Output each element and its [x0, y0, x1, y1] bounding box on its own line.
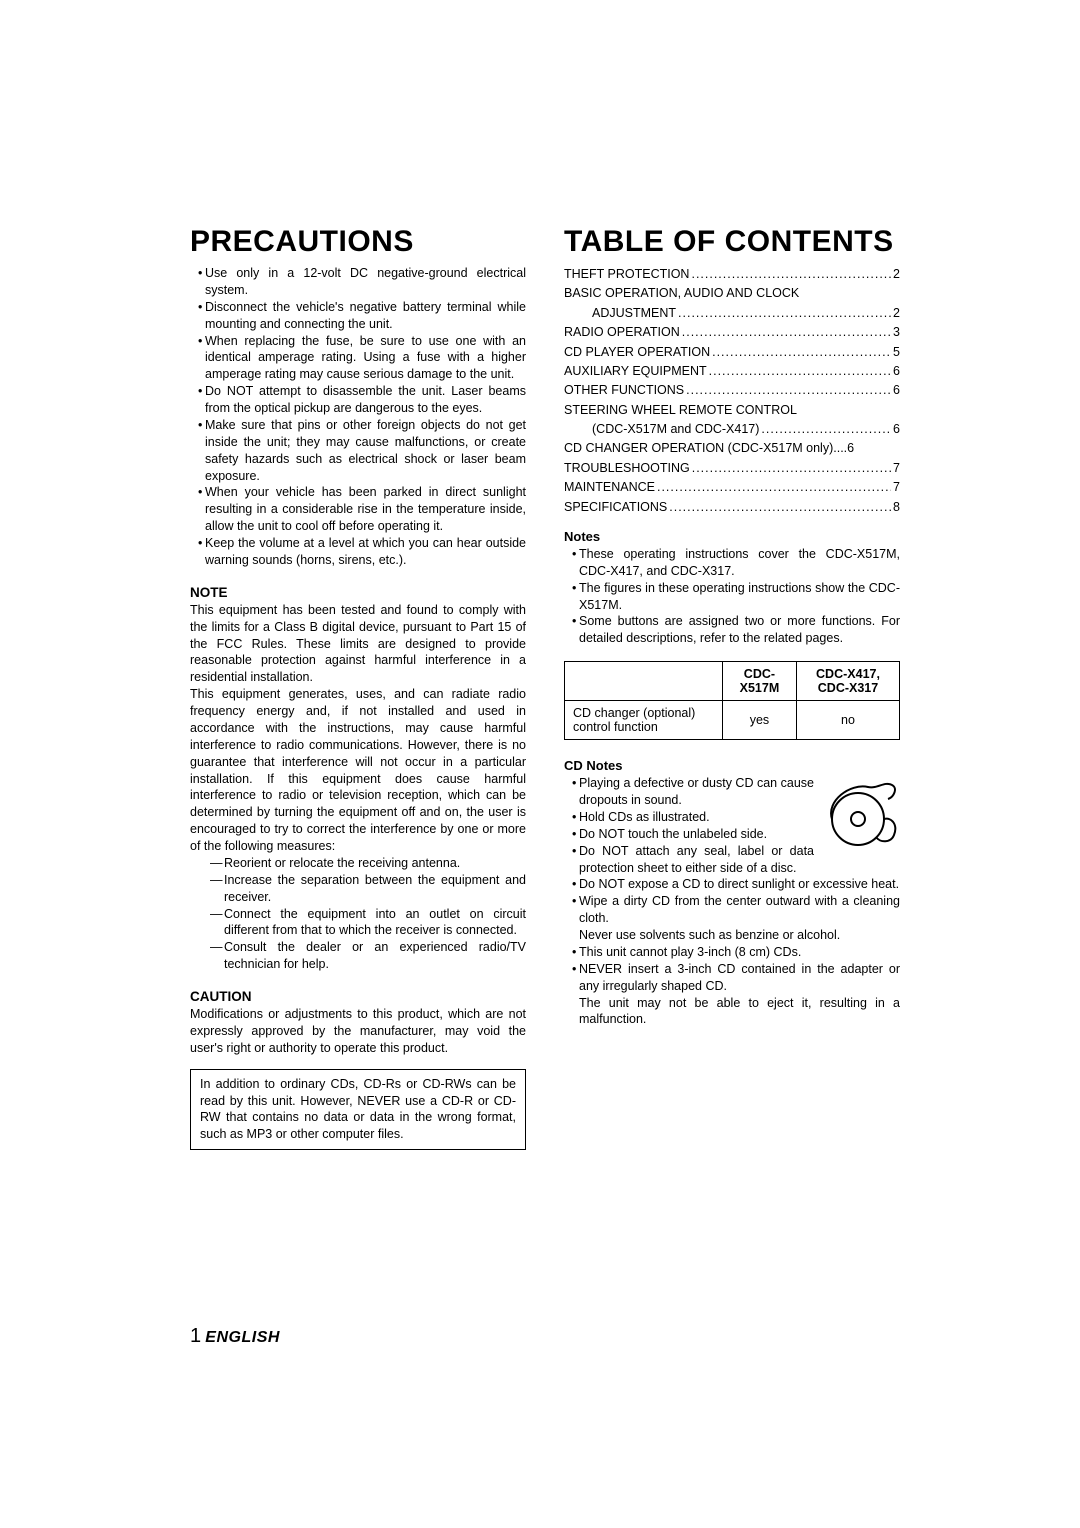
toc-label: (CDC-X517M and CDC-X417)	[592, 420, 759, 439]
toc-entry: TROUBLESHOOTING 7	[564, 459, 900, 478]
precautions-list: Use only in a 12-volt DC negative-ground…	[190, 265, 526, 569]
toc-entry: CD CHANGER OPERATION (CDC-X517M only) ..…	[564, 439, 900, 458]
toc-column: TABLE OF CONTENTS THEFT PROTECTION 2 BASIC…	[564, 225, 900, 1150]
toc-entry: SPECIFICATIONS 8	[564, 498, 900, 517]
notes-heading: Notes	[564, 529, 900, 544]
toc-label: TROUBLESHOOTING	[564, 459, 690, 478]
precautions-column: PRECAUTIONS Use only in a 12-volt DC neg…	[190, 225, 526, 1150]
note-heading: NOTE	[190, 585, 526, 600]
cd-note-item: Hold CDs as illustrated.	[572, 809, 900, 826]
caution-text: Modifications or adjustments to this pro…	[190, 1006, 526, 1057]
table-col1-header: CDC-X517M	[722, 662, 796, 701]
cd-continuation-1: Never use solvents such as benzine or al…	[564, 927, 900, 944]
cd-notes-heading: CD Notes	[564, 758, 900, 773]
cd-format-warning-box: In addition to ordinary CDs, CD-Rs or CD…	[190, 1069, 526, 1151]
toc-entry: (CDC-X517M and CDC-X417) 6	[564, 420, 900, 439]
toc-entry: MAINTENANCE 7	[564, 478, 900, 497]
precaution-item: Disconnect the vehicle's negative batter…	[198, 299, 526, 333]
note-item: The figures in these operating instructi…	[572, 580, 900, 614]
toc-page: 7	[893, 459, 900, 478]
toc-page: 6	[893, 420, 900, 439]
cd-notes-list-2: This unit cannot play 3-inch (8 cm) CDs.…	[564, 944, 900, 995]
toc-entry: CD PLAYER OPERATION 5	[564, 343, 900, 362]
table-of-contents: THEFT PROTECTION 2 BASIC OPERATION, AUDIO …	[564, 265, 900, 517]
toc-label: AUXILIARY EQUIPMENT	[564, 362, 707, 381]
toc-entry: THEFT PROTECTION 2	[564, 265, 900, 284]
toc-entry: BASIC OPERATION, AUDIO AND CLOCK	[564, 284, 900, 303]
toc-page: 3	[893, 323, 900, 342]
toc-page: 2	[893, 304, 900, 323]
toc-label: ADJUSTMENT	[592, 304, 676, 323]
page-footer: 1 ENGLISH	[190, 1325, 280, 1348]
note-paragraph-1: This equipment has been tested and found…	[190, 602, 526, 686]
table-blank-header	[565, 662, 723, 701]
precaution-item: Do NOT attempt to disassemble the unit. …	[198, 383, 526, 417]
toc-label: MAINTENANCE	[564, 478, 655, 497]
precaution-item: Make sure that pins or other foreign obj…	[198, 417, 526, 485]
toc-label: CD PLAYER OPERATION	[564, 343, 710, 362]
measure-item: Connect the equipment into an outlet on …	[210, 906, 526, 940]
measure-item: Reorient or relocate the receiving anten…	[210, 855, 526, 872]
precaution-item: When replacing the fuse, be sure to use …	[198, 333, 526, 384]
cd-note-item: Do NOT touch the unlabeled side.	[572, 826, 900, 843]
cd-note-item: This unit cannot play 3-inch (8 cm) CDs.	[572, 944, 900, 961]
table-value-2: no	[796, 701, 899, 740]
toc-title: TABLE OF CONTENTS	[564, 225, 900, 259]
toc-entry: ADJUSTMENT 2	[564, 304, 900, 323]
cd-note-item: Do NOT expose a CD to direct sunlight or…	[572, 876, 900, 893]
cd-notes-list: Playing a defective or dusty CD can caus…	[564, 775, 900, 927]
toc-label: THEFT PROTECTION	[564, 265, 689, 284]
cd-note-item: Do NOT attach any seal, label or data pr…	[572, 843, 900, 877]
toc-label: OTHER FUNCTIONS	[564, 381, 684, 400]
cd-continuation-2: The unit may not be able to eject it, re…	[564, 995, 900, 1029]
table-value-1: yes	[722, 701, 796, 740]
page-number: 1	[190, 1325, 201, 1347]
toc-page: 2	[893, 265, 900, 284]
toc-page: 6	[847, 439, 854, 458]
cd-note-item: Wipe a dirty CD from the center outward …	[572, 893, 900, 927]
precaution-item: Keep the volume at a level at which you …	[198, 535, 526, 569]
toc-page: 6	[893, 381, 900, 400]
cd-note-item: Playing a defective or dusty CD can caus…	[572, 775, 900, 809]
toc-page: 6	[893, 362, 900, 381]
page-language: ENGLISH	[205, 1329, 280, 1346]
cd-note-item: NEVER insert a 3-inch CD contained in th…	[572, 961, 900, 995]
toc-label: SPECIFICATIONS	[564, 498, 667, 517]
precautions-title: PRECAUTIONS	[190, 225, 526, 259]
precaution-item: Use only in a 12-volt DC negative-ground…	[198, 265, 526, 299]
table-col2-header: CDC-X417, CDC-X317	[796, 662, 899, 701]
toc-label: RADIO OPERATION	[564, 323, 680, 342]
notes-list: These operating instructions cover the C…	[564, 546, 900, 647]
note-item: Some buttons are assigned two or more fu…	[572, 613, 900, 647]
toc-page: 7	[893, 478, 900, 497]
precaution-item: When your vehicle has been parked in dir…	[198, 484, 526, 535]
toc-label: CD CHANGER OPERATION (CDC-X517M only)	[564, 439, 833, 458]
table-row-label: CD changer (optional) control function	[565, 701, 723, 740]
toc-entry: AUXILIARY EQUIPMENT 6	[564, 362, 900, 381]
note-item: These operating instructions cover the C…	[572, 546, 900, 580]
toc-page: 8	[893, 498, 900, 517]
toc-page: 5	[893, 343, 900, 362]
toc-entry: RADIO OPERATION 3	[564, 323, 900, 342]
caution-heading: CAUTION	[190, 989, 526, 1004]
toc-label: BASIC OPERATION, AUDIO AND CLOCK	[564, 284, 799, 303]
measure-item: Increase the separation between the equi…	[210, 872, 526, 906]
toc-entry: STEERING WHEEL REMOTE CONTROL	[564, 401, 900, 420]
model-comparison-table: CDC-X517M CDC-X417, CDC-X317 CD changer …	[564, 661, 900, 740]
toc-label: STEERING WHEEL REMOTE CONTROL	[564, 401, 797, 420]
note-paragraph-2: This equipment generates, uses, and can …	[190, 686, 526, 855]
measure-item: Consult the dealer or an experienced rad…	[210, 939, 526, 973]
measures-list: Reorient or relocate the receiving anten…	[190, 855, 526, 973]
toc-entry: OTHER FUNCTIONS 6	[564, 381, 900, 400]
